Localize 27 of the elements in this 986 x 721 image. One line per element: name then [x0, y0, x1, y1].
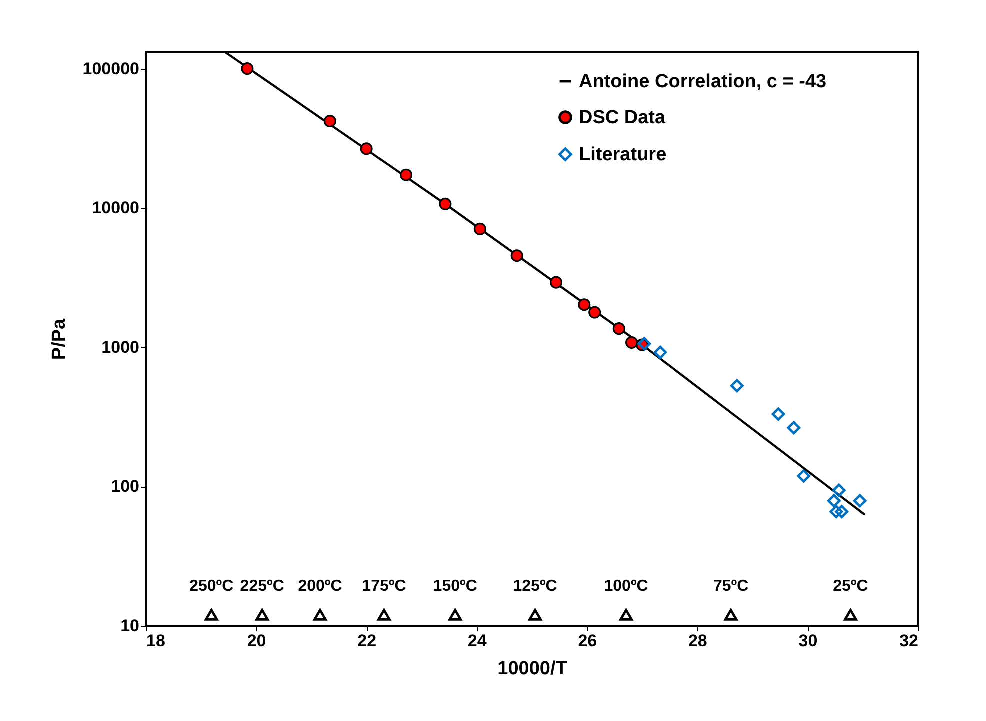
x-tick-label: 20: [247, 632, 266, 650]
annotation: 150ºC: [433, 578, 478, 595]
annotation: 250ºC: [190, 578, 234, 595]
x-axis-title: 10000/T: [498, 658, 568, 680]
x-tick-label: 26: [578, 632, 598, 650]
x-tick-label: 30: [798, 632, 818, 650]
x-tick-label: 18: [146, 632, 166, 650]
y-tick-label: 1000: [102, 338, 140, 357]
annotation: 125ºC: [513, 578, 558, 595]
legend-label: Literature: [579, 144, 667, 166]
y-tick-label: 100: [111, 477, 140, 496]
annotation: 225ºC: [240, 578, 285, 595]
legend-label: DSC Data: [579, 108, 666, 128]
y-tick-label: 10000: [92, 198, 140, 218]
annotation: 25ºC: [833, 578, 869, 595]
y-tick-label: 10: [120, 616, 140, 636]
y-tick-label: 100000: [82, 59, 140, 78]
annotation: 100ºC: [604, 578, 649, 595]
annotation: 175ºC: [362, 578, 407, 595]
annotation: 75ºC: [713, 578, 750, 595]
x-tick-label: 22: [358, 632, 377, 650]
annotation: 200ºC: [298, 578, 343, 595]
x-tick-label: 28: [688, 632, 708, 650]
y-axis-title: P/Pa: [48, 318, 70, 360]
legend-label: Antoine Correlation, c = -43: [579, 72, 827, 92]
x-tick-label: 24: [468, 632, 488, 650]
x-tick-label: 32: [900, 632, 918, 650]
